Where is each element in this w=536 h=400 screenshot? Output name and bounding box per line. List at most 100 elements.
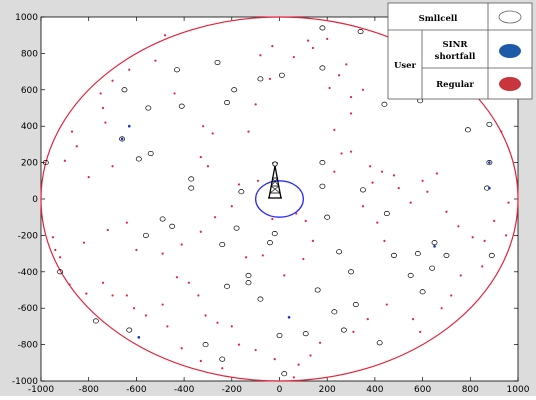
regular-user-marker <box>202 125 205 128</box>
base-station-coverage-circle <box>254 180 304 218</box>
regular-user-marker <box>163 34 167 37</box>
y-tick-label: 600 <box>21 86 38 96</box>
y-tick-label: -1000 <box>12 377 38 387</box>
x-tick-label: -1000 <box>28 385 54 395</box>
smallcell-marker <box>159 216 166 222</box>
smallcell-marker <box>314 287 321 293</box>
regular-user-marker <box>104 121 107 124</box>
x-tick-label: 200 <box>319 385 336 395</box>
x-tick-label: -400 <box>174 385 195 395</box>
regular-user-marker <box>304 219 307 222</box>
regular-user-marker <box>247 130 250 133</box>
smallcell-marker <box>336 249 343 255</box>
regular-user-marker <box>214 216 217 219</box>
regular-user-marker <box>199 359 202 363</box>
x-axis: -1000 -800 -600 -400 -200 0 200 400 600 800 1000 <box>28 17 530 395</box>
smallcell-marker <box>348 269 354 275</box>
legend-label-smallcell: Smllcell <box>419 14 458 24</box>
regular-user-marker <box>457 225 460 228</box>
legend-marker-sinr-shortfall <box>499 44 521 58</box>
smallcell-marker <box>147 150 154 157</box>
x-tick-label: -200 <box>222 385 243 395</box>
smallcell-marker <box>319 183 326 189</box>
regular-user-marker <box>125 294 128 297</box>
smallcell-marker <box>376 340 383 346</box>
regular-user-marker <box>471 236 474 239</box>
sinr-user-marker <box>433 245 436 248</box>
regular-user-marker <box>211 132 214 135</box>
regular-user-marker <box>273 358 276 361</box>
regular-user-marker <box>333 128 336 131</box>
smallcell-marker <box>429 265 436 271</box>
regular-user-marker <box>421 179 424 182</box>
smallcell-marker <box>278 72 285 78</box>
regular-user-marker <box>352 330 355 333</box>
smallcell-marker <box>276 332 283 339</box>
regular-user-marker <box>175 276 179 279</box>
legend-marker-regular <box>499 77 521 91</box>
regular-user-marker <box>128 68 131 71</box>
regular-user-marker <box>237 183 241 186</box>
y-tick-label: 1000 <box>15 13 38 23</box>
regular-user-marker <box>361 88 365 91</box>
y-tick-label: -800 <box>18 341 39 351</box>
regular-user-marker <box>328 86 331 90</box>
cell-tower-icon <box>268 161 282 199</box>
regular-user-marker <box>371 181 374 184</box>
x-tick-label: -600 <box>126 385 147 395</box>
regular-user-marker <box>292 55 295 59</box>
regular-user-marker <box>199 156 202 159</box>
regular-user-marker <box>349 112 353 115</box>
regular-user-marker <box>349 95 353 99</box>
regular-user-marker <box>206 165 210 168</box>
smallcell-marker <box>219 241 226 248</box>
regular-user-marker <box>311 239 314 242</box>
regular-user-marker <box>245 256 248 259</box>
regular-user-marker <box>483 239 486 242</box>
regular-user-marker <box>125 221 128 224</box>
sinr-user-marker <box>287 316 291 319</box>
x-tick-label: 1000 <box>507 385 530 395</box>
x-tick-label: 0 <box>277 385 283 395</box>
regular-user-marker <box>271 45 274 48</box>
smallcell-marker <box>302 331 309 337</box>
smallcell-marker <box>126 327 133 333</box>
regular-user-marker <box>302 257 305 261</box>
regular-user-marker <box>411 318 415 321</box>
regular-user-marker <box>87 176 90 179</box>
regular-user-marker <box>68 283 71 286</box>
regular-user-marker <box>426 190 429 193</box>
smallcell-marker <box>121 87 128 93</box>
smallcell-marker <box>281 371 288 377</box>
regular-user-marker <box>161 303 164 306</box>
smallcell-marker <box>224 99 230 106</box>
regular-user-marker <box>292 376 295 379</box>
regular-user-markers <box>51 34 510 379</box>
regular-user-marker <box>51 236 55 239</box>
smallcell-marker <box>142 232 149 238</box>
regular-user-marker <box>197 294 200 297</box>
x-tick-label: -800 <box>78 385 99 395</box>
regular-user-marker <box>254 103 257 106</box>
regular-user-marker <box>385 303 388 306</box>
smallcell-marker <box>360 187 366 193</box>
smallcell-marker <box>391 252 397 258</box>
smallcell-marker <box>238 189 245 195</box>
regular-user-marker <box>309 354 312 357</box>
regular-user-marker <box>445 210 448 213</box>
sinr-shortfall-user-markers <box>120 124 491 339</box>
regular-user-marker <box>54 248 57 252</box>
smallcell-marker <box>464 127 471 133</box>
regular-user-marker <box>493 219 496 222</box>
y-tick-label: 800 <box>21 49 38 59</box>
y-tick-label: 0 <box>32 195 38 205</box>
regular-user-marker <box>349 150 353 153</box>
regular-user-marker <box>180 243 183 246</box>
regular-user-marker <box>111 79 114 82</box>
regular-user-marker <box>166 325 169 328</box>
smallcell-marker <box>271 231 278 237</box>
smallcell-marker <box>233 225 240 231</box>
regular-user-marker <box>435 172 439 175</box>
regular-user-marker <box>99 92 102 95</box>
